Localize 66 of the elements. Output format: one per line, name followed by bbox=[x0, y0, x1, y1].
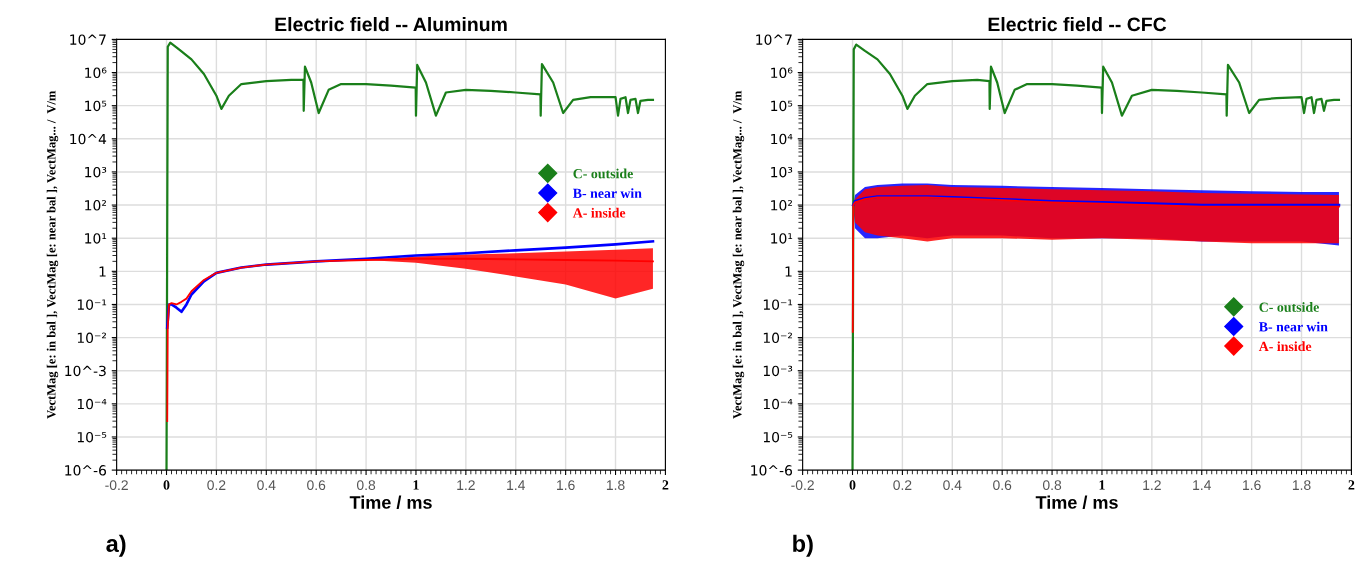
x-tick-label: 1.2 bbox=[1143, 480, 1161, 490]
y-tick-label: 10³ bbox=[85, 166, 107, 178]
legend-label: C- outside bbox=[1259, 302, 1319, 312]
y-tick-label: 10⁶ bbox=[85, 67, 107, 79]
y-tick-label: 10² bbox=[771, 200, 793, 211]
y-tick-label: 10⁶ bbox=[771, 67, 793, 79]
x-tick-label: 0.8 bbox=[1042, 480, 1062, 491]
legend-label: A- inside bbox=[572, 207, 626, 218]
x-tick-label: 0.8 bbox=[356, 480, 376, 491]
y-tick-label: 10⁴ bbox=[771, 133, 793, 145]
y-axis-title: VectMag [e: in bal ], VectMag [e: near bal ], VectMag... / V/m bbox=[46, 90, 59, 419]
y-tick-label: 10⁻⁵ bbox=[763, 431, 793, 443]
x-tick-label: 0 bbox=[163, 480, 170, 490]
y-axis-title: VectMag [e: in bal ], VectMag [e: near bal ], VectMag... / V/m bbox=[732, 90, 745, 419]
y-tick-label: 10⁻³ bbox=[763, 365, 793, 377]
x-tick-label: 1.8 bbox=[1292, 480, 1311, 491]
x-tick-label: 2 bbox=[1348, 480, 1355, 490]
legend-label: B- near win bbox=[572, 188, 642, 198]
legend-label: C- outside bbox=[573, 168, 633, 179]
x-tick-label: 0.6 bbox=[307, 480, 326, 491]
x-tick-label: -0.2 bbox=[105, 480, 128, 491]
text: a) bbox=[106, 534, 126, 557]
y-tick-label: 10^-6 bbox=[751, 465, 793, 476]
y-tick-label: 10⁻⁴ bbox=[77, 398, 107, 410]
y-tick-label: 10⁻¹ bbox=[763, 299, 793, 310]
y-tick-label: 10¹ bbox=[771, 233, 793, 244]
x-tick-label: -0.2 bbox=[791, 480, 814, 491]
x-axis-title: Time / ms bbox=[349, 495, 432, 509]
y-tick-label: 10⁻² bbox=[763, 332, 793, 344]
y-tick-label: 10^-3 bbox=[65, 365, 106, 377]
x-tick-label: 0.4 bbox=[257, 480, 276, 491]
chart-title: Electric field -- CFC bbox=[988, 16, 1167, 32]
y-tick-label: 10^4 bbox=[70, 133, 107, 145]
y-tick-label: 10⁻¹ bbox=[77, 299, 107, 310]
x-tick-label: 1.4 bbox=[1193, 480, 1211, 490]
y-tick-label: 10⁻⁴ bbox=[763, 398, 793, 410]
x-tick-label: 0.2 bbox=[207, 480, 226, 491]
y-tick-label: 10⁵ bbox=[85, 100, 107, 112]
x-axis-title: Time / ms bbox=[1035, 495, 1118, 509]
y-tick-label: 10⁵ bbox=[771, 100, 793, 112]
y-tick-label: 1 bbox=[99, 266, 106, 277]
y-tick-label: 10^7 bbox=[70, 34, 106, 45]
legend-label: B- near win bbox=[1258, 321, 1328, 332]
y-tick-label: 10² bbox=[85, 200, 107, 211]
x-tick-label: 1 bbox=[1099, 480, 1105, 490]
x-tick-label: 0 bbox=[849, 480, 856, 490]
y-tick-label: 10⁻⁵ bbox=[77, 431, 107, 443]
x-tick-label: 0.4 bbox=[943, 480, 962, 491]
x-tick-label: 1 bbox=[413, 480, 419, 490]
y-tick-label: 1 bbox=[785, 266, 792, 277]
legend-label: A- inside bbox=[1258, 341, 1312, 352]
text: b) bbox=[793, 534, 813, 557]
chart-title: Electric field -- Aluminum bbox=[275, 16, 507, 32]
x-tick-label: 1.6 bbox=[557, 480, 575, 491]
x-tick-label: 1.8 bbox=[606, 480, 625, 491]
x-tick-label: 0.2 bbox=[893, 480, 912, 491]
y-tick-label: 10³ bbox=[771, 166, 793, 178]
x-tick-label: 2 bbox=[662, 480, 669, 490]
x-tick-label: 1.2 bbox=[457, 480, 475, 490]
y-tick-label: 10¹ bbox=[85, 233, 107, 244]
x-tick-label: 1.4 bbox=[507, 480, 525, 490]
x-tick-label: 1.6 bbox=[1243, 480, 1261, 491]
y-tick-label: 10⁻² bbox=[77, 332, 107, 344]
y-tick-label: 10^7 bbox=[756, 34, 792, 45]
x-tick-label: 0.6 bbox=[993, 480, 1012, 491]
y-tick-label: 10^-6 bbox=[65, 465, 107, 476]
